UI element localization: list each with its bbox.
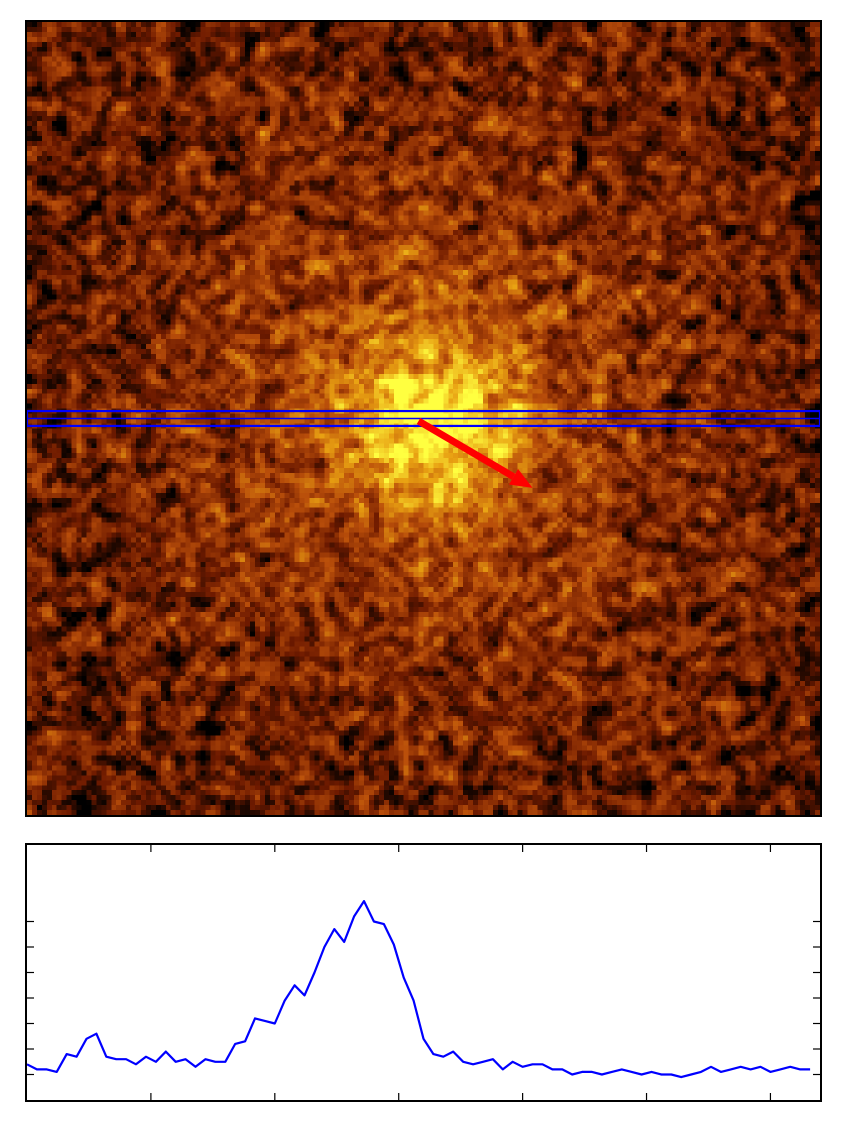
profile-plot — [27, 845, 820, 1100]
profile-series-line — [27, 899, 811, 1079]
arrow-head — [509, 468, 533, 488]
arrow-shaft — [416, 417, 516, 480]
heatmap-panel — [25, 20, 822, 817]
heatmap-overlays — [27, 409, 820, 488]
profile-panel — [25, 843, 822, 1102]
